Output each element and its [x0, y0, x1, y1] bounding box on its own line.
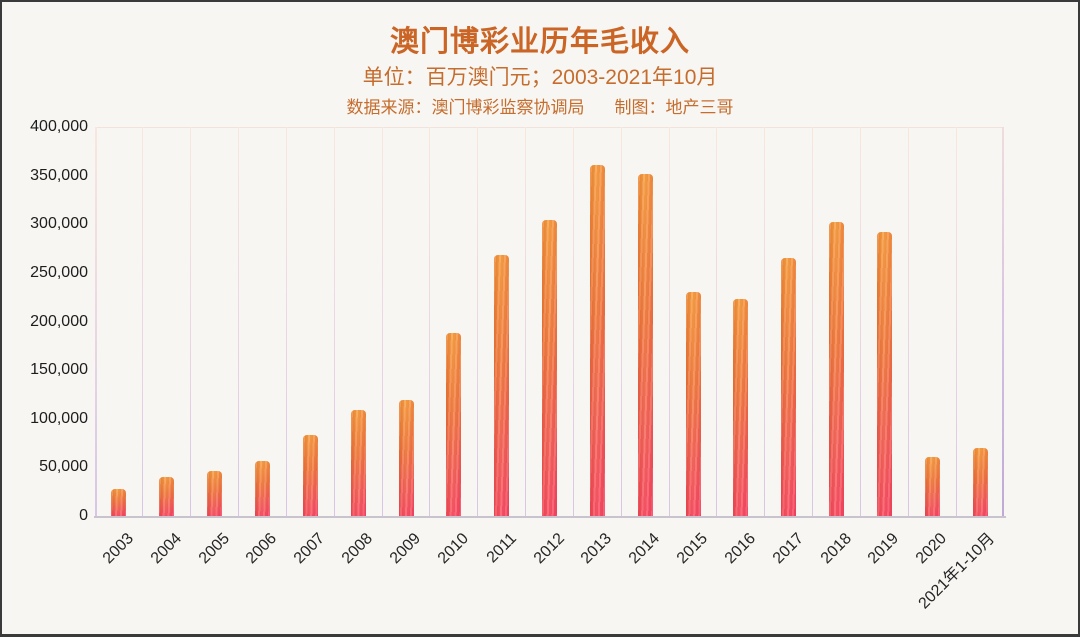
gridline	[238, 127, 240, 516]
chart-subtitle: 单位：百万澳门元；2003-2021年10月	[362, 66, 718, 89]
gridline	[381, 127, 383, 516]
gridline	[955, 127, 957, 516]
bar	[829, 222, 845, 516]
gridline	[572, 127, 574, 516]
y-axis-label: 300,000	[30, 215, 88, 233]
gridline	[716, 127, 718, 516]
bar	[494, 255, 510, 516]
gridline	[333, 127, 335, 516]
bar	[589, 165, 605, 516]
gridline	[477, 127, 479, 516]
bar	[685, 292, 701, 516]
y-axis-label: 250,000	[30, 263, 88, 281]
bar	[398, 400, 414, 516]
bar	[924, 457, 940, 516]
bar	[876, 232, 892, 516]
gridline	[859, 127, 861, 516]
bar	[542, 220, 557, 516]
bar	[207, 471, 223, 516]
gridline	[668, 127, 670, 516]
gridline	[907, 127, 909, 516]
gridline	[525, 127, 527, 516]
bar	[159, 477, 175, 516]
bar	[637, 174, 653, 516]
chart-title: 澳门博彩业历年毛收入	[389, 26, 690, 58]
gridline	[812, 127, 814, 516]
y-axis-label: 50,000	[39, 458, 88, 476]
bar	[302, 435, 318, 516]
chart-source-line: 数据来源：澳门博彩监察协调局 制图：地产三哥	[2, 99, 1078, 116]
bar	[972, 448, 988, 516]
bar	[350, 410, 366, 516]
bar	[781, 258, 797, 516]
x-axis-line	[94, 516, 1006, 518]
plot-top-border	[95, 127, 1004, 128]
gridline	[285, 127, 287, 516]
y-axis-label: 100,000	[30, 409, 88, 427]
gridline	[620, 127, 622, 516]
gridline	[190, 127, 192, 516]
bar	[446, 333, 462, 516]
gridline	[429, 127, 431, 516]
y-axis-label: 200,000	[30, 312, 88, 330]
bar	[733, 299, 749, 516]
y-axis-label: 400,000	[30, 118, 88, 135]
plot-right-edge	[1002, 127, 1004, 516]
bar	[254, 461, 270, 516]
y-axis-label: 0	[79, 507, 88, 524]
gridline	[764, 127, 766, 516]
bar	[111, 489, 127, 516]
gridline	[142, 127, 144, 516]
chart-header: 澳门博彩业历年毛收入 单位：百万澳门元；2003-2021年10月 数据来源：澳…	[2, 2, 1078, 117]
chart-credit-label: 制图：地产三哥	[614, 98, 734, 117]
y-axis-label: 150,000	[30, 361, 88, 379]
y-axis-line	[95, 127, 97, 516]
data-source-label: 数据来源：澳门博彩监察协调局	[346, 98, 585, 117]
y-axis-label: 350,000	[30, 166, 88, 184]
